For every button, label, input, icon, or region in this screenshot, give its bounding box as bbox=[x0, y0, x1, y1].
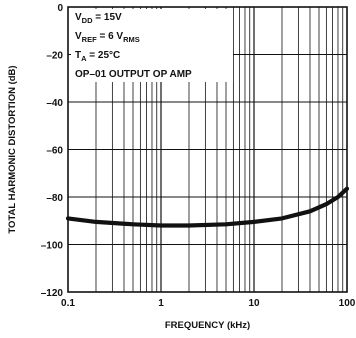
x-axis-title: FREQUENCY (kHz) bbox=[165, 320, 250, 331]
annotation-line: VDD = 15V bbox=[75, 12, 122, 25]
y-tick-labels: 0 –20 –40 –60 –80 –100 –120 bbox=[41, 3, 64, 299]
x-tick-labels: 0.1 1 10 100 bbox=[61, 298, 356, 309]
annotation-line: OP–01 OUTPUT OP AMP bbox=[75, 69, 192, 80]
y-tick-label: –80 bbox=[46, 193, 63, 204]
thd-series-line bbox=[65, 186, 350, 228]
y-tick-label: –60 bbox=[46, 146, 63, 157]
y-tick-label: –40 bbox=[46, 98, 63, 109]
annotation-line: TA = 25°C bbox=[75, 50, 120, 63]
y-tick-label: 0 bbox=[57, 3, 63, 14]
x-tick-label: 100 bbox=[339, 298, 356, 309]
x-tick-label: 10 bbox=[248, 298, 260, 309]
x-tick-label: 0.1 bbox=[61, 298, 75, 309]
y-tick-label: –100 bbox=[41, 241, 64, 252]
annotation-background bbox=[71, 9, 233, 82]
x-tick-label: 1 bbox=[158, 298, 164, 309]
y-tick-label: –20 bbox=[46, 51, 63, 62]
condition-annotations: VDD = 15V VREF = 6 VRMS TA = 25°C OP–01 OUT… bbox=[75, 12, 192, 80]
y-axis-title: TOTAL HARMONIC DISTORTION (dB) bbox=[7, 65, 18, 233]
y-tick-label: –120 bbox=[41, 288, 64, 299]
annotation-line: VREF = 6 VRMS bbox=[75, 31, 140, 44]
plot-frame bbox=[67, 6, 348, 293]
